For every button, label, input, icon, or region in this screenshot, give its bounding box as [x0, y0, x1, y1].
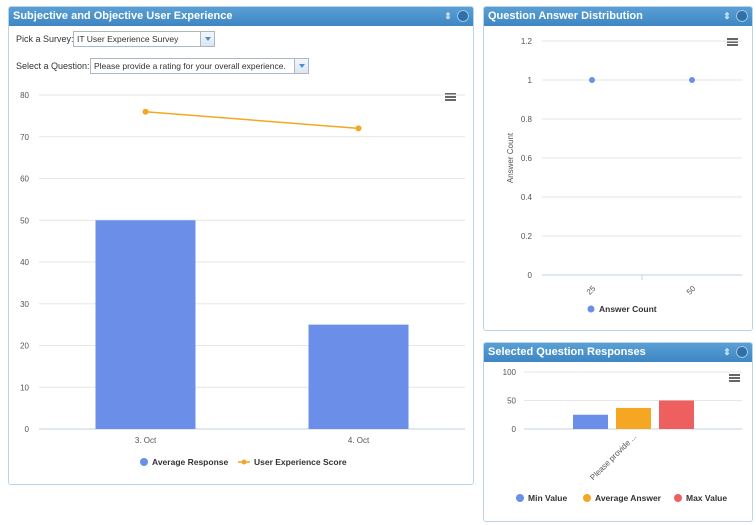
- y-tick-label: 20: [20, 342, 29, 351]
- x-tick-label: Please provide ...: [588, 432, 638, 482]
- y-tick-label: 0.8: [521, 115, 533, 124]
- distribution-panel: Question Answer Distribution ⇕ 0 0.2 0.4 0.…: [483, 6, 753, 331]
- y-tick-label: 0.2: [521, 232, 533, 241]
- y-tick-label: 50: [20, 216, 29, 225]
- hamburger-menu-icon[interactable]: [729, 374, 740, 382]
- y-tick-label: 30: [20, 300, 29, 309]
- pick-survey-label: Pick a Survey:: [16, 34, 74, 44]
- bar-average-response: [308, 324, 409, 429]
- point-user-experience-score: [355, 125, 362, 132]
- hamburger-menu-icon[interactable]: [727, 38, 738, 46]
- legend-label-max-value: Max Value: [686, 493, 727, 503]
- x-tick-label: 4. Oct: [348, 436, 370, 445]
- legend-label-average-answer: Average Answer: [595, 493, 662, 503]
- chevron-down-icon[interactable]: [200, 32, 214, 46]
- question-select[interactable]: Please provide a rating for your overall…: [90, 58, 309, 74]
- point-answer-count: [589, 77, 595, 83]
- y-tick-label: 50: [507, 397, 516, 406]
- point-answer-count: [689, 77, 695, 83]
- y-tick-label: 0: [528, 271, 533, 280]
- minimize-icon[interactable]: ⇕: [723, 11, 731, 21]
- line-user-experience-score: [145, 110, 359, 130]
- y-tick-label: 0: [512, 425, 517, 434]
- x-tick-label: 3. Oct: [135, 436, 157, 445]
- minimize-icon[interactable]: ⇕: [444, 11, 452, 21]
- legend-label-user-experience-score: User Experience Score: [254, 457, 347, 467]
- survey-select-value: IT User Experience Survey: [77, 34, 179, 44]
- responses-panel: Selected Question Responses ⇕ 0 50 100 Plea…: [483, 342, 753, 522]
- hamburger-menu-icon[interactable]: [445, 93, 456, 101]
- distribution-panel-header[interactable]: Question Answer Distribution ⇕: [484, 7, 752, 26]
- bar-min-value: [573, 414, 608, 429]
- x-tick-label: 25: [585, 284, 598, 297]
- y-tick-label: 10: [20, 383, 29, 392]
- bar-max-value: [659, 400, 694, 429]
- legend-marker-max-value: [674, 494, 682, 502]
- question-select-value: Please provide a rating for your overall…: [94, 61, 286, 71]
- y-tick-label: 100: [503, 368, 517, 377]
- y-axis-title: Answer Count: [506, 132, 515, 183]
- legend-marker-user-experience-score: [241, 459, 247, 465]
- minimize-icon[interactable]: ⇕: [723, 347, 731, 357]
- legend-label-average-response: Average Response: [152, 457, 228, 467]
- close-icon[interactable]: [457, 10, 469, 22]
- ux-panel-header[interactable]: Subjective and Objective User Experience…: [9, 7, 473, 26]
- ux-combo-chart: 0 10 20 30 40 50 60 70 80 3. Oct 4. Oct Average Res…: [20, 91, 465, 467]
- close-icon[interactable]: [736, 10, 748, 22]
- ux-panel: Subjective and Objective User Experience…: [8, 6, 474, 485]
- point-user-experience-score: [142, 108, 149, 115]
- y-tick-label: 0: [25, 425, 30, 434]
- legend-marker-average-response: [140, 458, 148, 466]
- select-question-label: Select a Question:: [16, 61, 90, 71]
- bar-average-answer: [616, 407, 651, 429]
- x-tick-label: 50: [685, 284, 698, 297]
- chevron-down-icon[interactable]: [294, 59, 308, 73]
- legend-marker-min-value: [516, 494, 524, 502]
- legend-label-min-value: Min Value: [528, 493, 567, 503]
- close-icon[interactable]: [736, 346, 748, 358]
- y-tick-label: 60: [20, 175, 29, 184]
- ux-panel-title: Subjective and Objective User Experience: [13, 10, 233, 22]
- y-tick-label: 1: [528, 76, 533, 85]
- bar-average-response: [95, 220, 196, 429]
- responses-chart: 0 50 100 Please provide ... Min Value Average…: [503, 368, 742, 503]
- y-tick-label: 1.2: [521, 37, 533, 46]
- y-tick-label: 80: [20, 91, 29, 100]
- y-tick-label: 0.6: [521, 154, 533, 163]
- legend-label-answer-count: Answer Count: [599, 304, 657, 314]
- y-tick-label: 0.4: [521, 193, 533, 202]
- y-tick-label: 40: [20, 258, 29, 267]
- y-tick-label: 70: [20, 133, 29, 142]
- responses-panel-title: Selected Question Responses: [488, 346, 646, 358]
- distribution-panel-title: Question Answer Distribution: [488, 10, 643, 22]
- responses-panel-header[interactable]: Selected Question Responses ⇕: [484, 343, 752, 362]
- legend-marker-answer-count: [587, 305, 595, 313]
- survey-select[interactable]: IT User Experience Survey: [73, 31, 215, 47]
- legend-marker-average-answer: [583, 494, 591, 502]
